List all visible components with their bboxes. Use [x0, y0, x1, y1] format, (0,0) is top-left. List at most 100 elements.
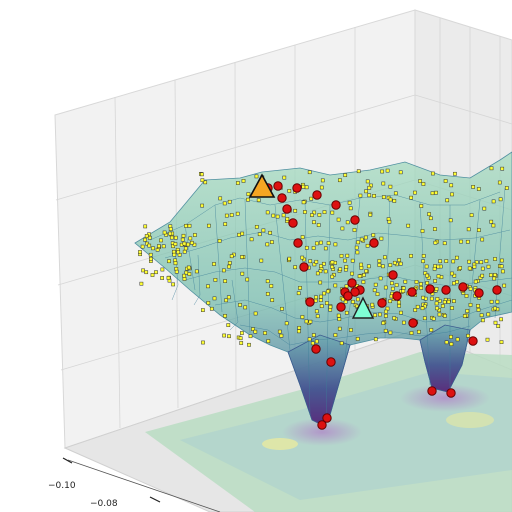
sample-point [193, 233, 197, 237]
sample-point [343, 299, 348, 304]
sample-point [443, 179, 448, 183]
sample-point [401, 286, 406, 290]
sample-point [157, 244, 161, 248]
sample-point [303, 210, 307, 214]
sample-point [279, 333, 284, 338]
sample-point [377, 263, 382, 267]
sample-point [227, 261, 232, 265]
sample-point [212, 262, 216, 266]
sample-point [381, 195, 386, 199]
sample-point [223, 314, 227, 318]
sample-point [493, 273, 497, 277]
trajectory-point [369, 238, 379, 248]
sample-point [173, 261, 178, 266]
sample-point [315, 271, 320, 276]
sample-point [385, 168, 390, 173]
sample-point [399, 310, 403, 315]
trajectory-point [326, 357, 336, 367]
sample-point [355, 250, 360, 255]
sample-point [339, 341, 344, 346]
trajectory-point [311, 344, 321, 354]
trajectory-point [331, 200, 341, 210]
sample-point [421, 295, 425, 300]
sample-point [338, 267, 343, 272]
sample-point [186, 242, 190, 247]
sample-point [227, 334, 231, 339]
sample-point [413, 308, 418, 312]
sample-point [379, 236, 384, 241]
sample-point [444, 340, 449, 345]
sample-point [149, 256, 153, 261]
sample-point [312, 210, 317, 215]
sample-point [186, 265, 191, 270]
sample-point [418, 179, 422, 183]
sample-point [480, 237, 485, 242]
sample-point [200, 203, 204, 208]
sample-point [436, 264, 441, 269]
sample-point [145, 241, 149, 246]
sample-point [203, 180, 208, 185]
sample-point [300, 235, 305, 239]
sample-point [491, 199, 496, 204]
sample-point [301, 200, 306, 205]
sample-point [372, 194, 376, 198]
sample-point [182, 249, 187, 254]
sample-point [413, 190, 417, 195]
sample-point [493, 257, 497, 261]
sample-points [138, 166, 509, 347]
sample-point [480, 266, 485, 271]
sample-point [363, 235, 368, 240]
sample-point [486, 312, 491, 317]
sample-point [257, 232, 262, 237]
sample-point [383, 328, 388, 333]
trajectory-point [312, 190, 322, 200]
sample-point [168, 231, 173, 236]
end-marker [351, 296, 375, 319]
sample-point [434, 301, 439, 306]
sample-point [364, 269, 369, 273]
sample-point [354, 245, 359, 250]
sample-point [420, 306, 425, 311]
trajectory-points [263, 181, 502, 430]
sample-point [147, 235, 152, 240]
trajectory-point [388, 270, 398, 280]
trajectory-point [492, 285, 502, 295]
sample-point [192, 242, 197, 247]
sample-point [496, 324, 501, 328]
sample-point [227, 264, 231, 269]
sample-point [285, 217, 290, 221]
sample-point [471, 185, 475, 189]
sample-point [330, 210, 335, 215]
sample-point [449, 183, 454, 188]
sample-point [452, 273, 457, 278]
sample-point [467, 266, 472, 271]
sample-point [253, 329, 258, 334]
trajectory-point [347, 278, 357, 288]
sample-point [434, 287, 439, 291]
sample-point [265, 210, 270, 215]
sample-point [333, 242, 338, 247]
sample-point [312, 262, 317, 267]
sample-point [448, 218, 453, 223]
sample-point [437, 312, 442, 317]
sample-point [337, 326, 342, 331]
sample-point [352, 228, 357, 232]
floor-patch-a [262, 438, 298, 450]
sample-point [409, 331, 414, 335]
sample-point [314, 259, 319, 264]
sample-point [333, 283, 338, 288]
sample-point [442, 300, 447, 304]
sample-point [402, 320, 406, 325]
sample-point [367, 193, 372, 198]
sample-point [365, 179, 370, 184]
sample-point [143, 224, 148, 229]
sample-point [287, 256, 292, 261]
trajectory-point [299, 262, 309, 272]
sample-point [383, 285, 388, 290]
sample-point [248, 334, 253, 339]
sample-point [476, 304, 480, 308]
sample-point [432, 266, 437, 271]
sample-point [419, 286, 424, 290]
trajectory-point [336, 302, 346, 312]
trajectory-point [293, 238, 303, 248]
